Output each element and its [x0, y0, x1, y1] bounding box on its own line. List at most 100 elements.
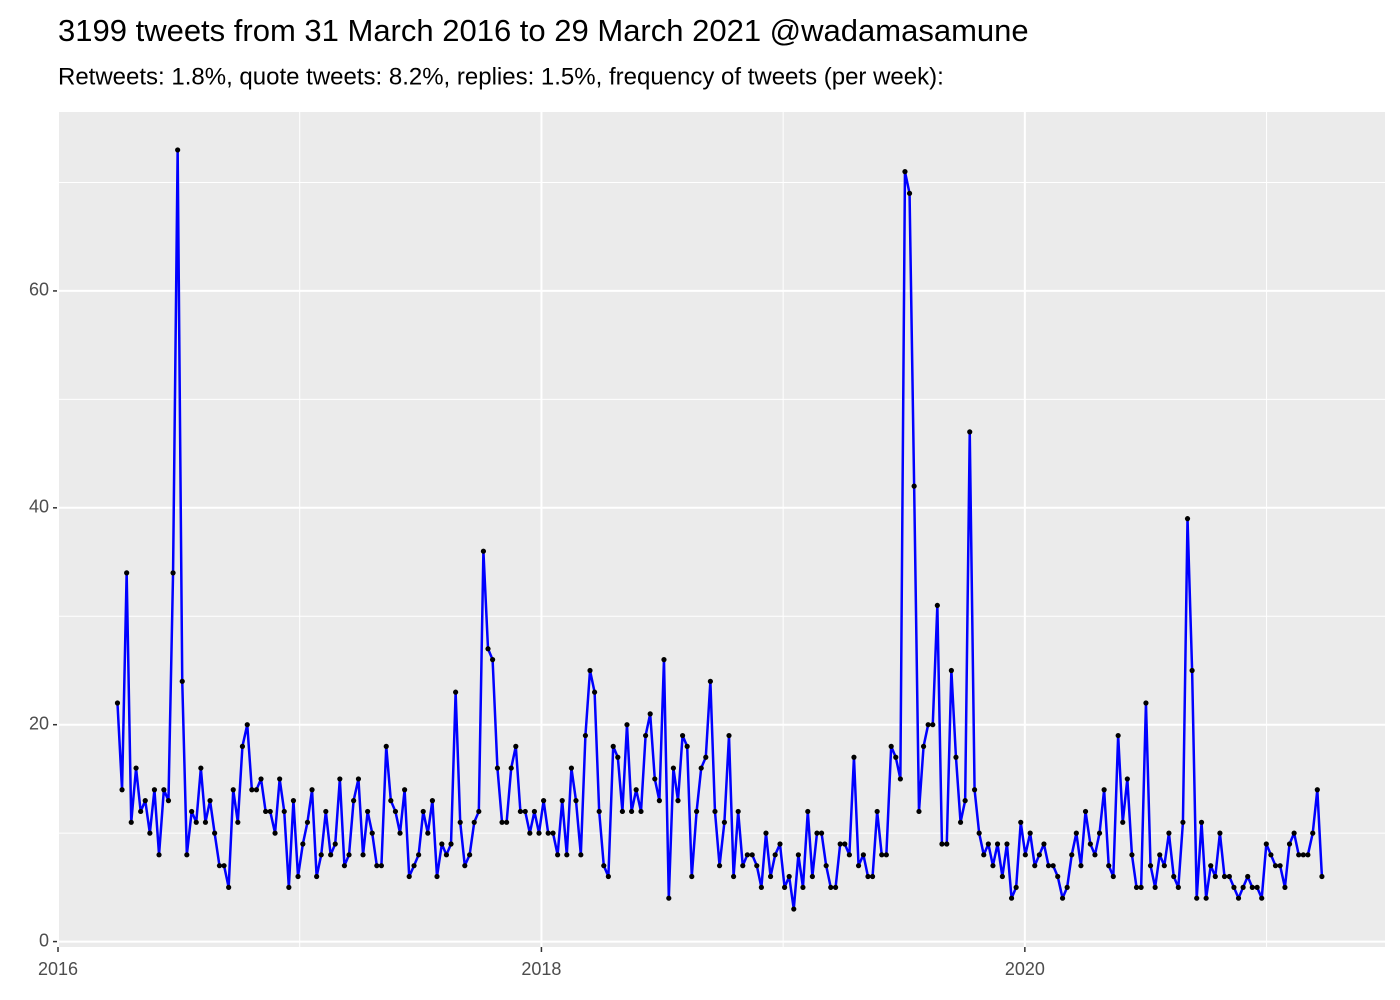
y-tick-label: 40	[29, 497, 49, 517]
data-point	[216, 863, 223, 869]
data-point	[253, 787, 260, 793]
data-point	[263, 808, 269, 815]
data-point	[494, 765, 501, 771]
data-point	[267, 808, 273, 815]
data-point	[281, 808, 287, 815]
data-point	[165, 798, 172, 804]
data-point	[726, 732, 732, 739]
data-point	[1286, 841, 1293, 847]
data-point	[721, 819, 728, 825]
data-point	[772, 852, 778, 858]
data-point	[883, 852, 889, 858]
data-point	[985, 841, 991, 847]
x-tick-label: 2018	[521, 959, 561, 979]
data-point	[1069, 852, 1075, 858]
data-point	[1166, 830, 1172, 836]
data-point	[694, 808, 700, 815]
data-point	[341, 863, 348, 869]
data-point	[615, 754, 621, 760]
data-point	[230, 787, 236, 793]
data-point	[1022, 852, 1028, 858]
data-point	[114, 700, 121, 706]
data-point	[1124, 776, 1130, 782]
data-point	[337, 776, 343, 782]
data-point	[151, 787, 158, 793]
data-point	[239, 743, 246, 749]
data-point	[1078, 863, 1084, 869]
data-point	[1212, 873, 1218, 880]
data-point	[1106, 863, 1112, 869]
data-point	[1073, 830, 1079, 836]
data-point	[193, 819, 199, 825]
data-point	[1064, 884, 1070, 890]
data-point	[499, 819, 505, 825]
data-point	[777, 841, 783, 847]
data-point	[226, 884, 232, 890]
data-point	[716, 863, 723, 869]
data-point	[679, 732, 686, 739]
data-point	[170, 570, 176, 576]
data-point	[198, 765, 204, 771]
data-point	[392, 808, 399, 815]
data-point	[735, 808, 741, 815]
data-point	[147, 830, 153, 836]
data-point	[1087, 841, 1093, 847]
data-point	[221, 863, 227, 869]
chart-subtitle: Retweets: 1.8%, quote tweets: 8.2%, repl…	[58, 63, 944, 90]
data-point	[1319, 873, 1325, 880]
data-point	[1245, 873, 1251, 880]
data-point	[976, 830, 982, 836]
data-point	[1291, 830, 1297, 836]
data-point	[902, 169, 908, 175]
data-point	[846, 852, 852, 858]
data-point	[1217, 830, 1223, 836]
data-point	[286, 884, 292, 890]
data-point	[133, 765, 139, 771]
data-point	[1050, 863, 1056, 869]
data-point	[624, 722, 630, 728]
data-point	[1045, 863, 1052, 869]
y-tick-label: 0	[39, 930, 49, 950]
x-tick-label: 2020	[1005, 959, 1045, 979]
data-point	[573, 798, 579, 804]
data-point	[513, 743, 519, 749]
data-point	[744, 852, 750, 858]
data-point	[1133, 884, 1140, 890]
data-point	[1092, 852, 1098, 858]
data-point	[851, 754, 857, 760]
data-point	[1277, 863, 1283, 869]
data-point	[258, 776, 264, 782]
data-point	[202, 819, 209, 825]
data-point	[402, 787, 408, 793]
data-point	[605, 873, 611, 880]
data-point	[439, 841, 445, 847]
data-point	[1147, 863, 1154, 869]
data-point	[119, 787, 125, 793]
data-point	[1235, 895, 1242, 901]
data-point	[161, 787, 167, 793]
data-point	[786, 873, 792, 880]
data-point	[1013, 884, 1019, 890]
data-point	[1115, 732, 1121, 739]
data-point	[1041, 841, 1047, 847]
data-point	[416, 852, 422, 858]
data-point	[346, 852, 352, 858]
data-point	[994, 841, 1001, 847]
data-point	[842, 841, 848, 847]
data-point	[749, 852, 755, 858]
data-point	[837, 841, 843, 847]
data-point	[712, 808, 718, 815]
data-point	[1296, 852, 1302, 858]
data-point	[703, 754, 709, 760]
data-point	[1004, 841, 1010, 847]
data-point	[920, 743, 927, 749]
data-point	[818, 830, 825, 836]
data-point	[1282, 884, 1288, 890]
data-point	[443, 852, 450, 858]
data-point	[638, 808, 644, 815]
data-point	[369, 830, 375, 836]
data-point	[406, 873, 412, 880]
data-point	[619, 808, 625, 815]
data-point	[832, 884, 839, 890]
